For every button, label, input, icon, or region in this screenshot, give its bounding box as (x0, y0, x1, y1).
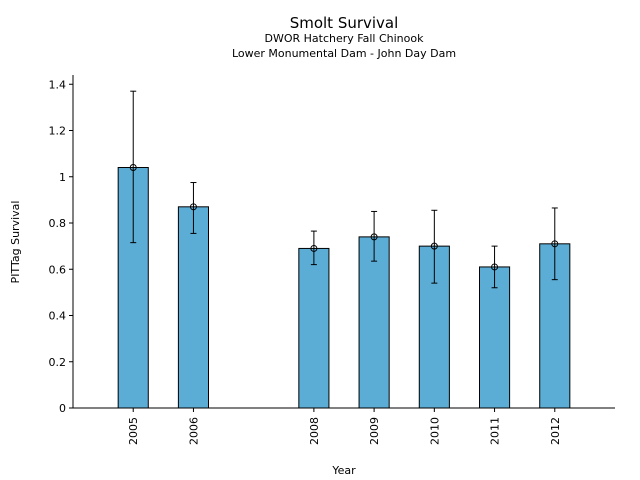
estimate-marker-2010 (430, 242, 438, 250)
chart-subtitle-line-1: DWOR Hatchery Fall Chinook (265, 32, 425, 45)
plot-area: 0 0.2 0.4 0.6 0.8 1 1.2 1.4 2005 2006 2008 2009 2010… (49, 75, 615, 445)
x-tick-label: 2005 (127, 417, 140, 445)
y-tick-label: 1.4 (49, 78, 67, 91)
estimate-marker-2009 (370, 233, 378, 241)
estimate-marker-2012 (551, 240, 559, 248)
y-tick-label: 0 (59, 402, 66, 415)
x-tick-label: 2010 (428, 417, 441, 445)
y-tick-label: 1 (59, 171, 66, 184)
x-tick-label: 2006 (187, 417, 200, 445)
y-axis-label: PITTag Survival (9, 201, 22, 284)
y-tick-label: 0.6 (49, 263, 67, 276)
estimate-marker-2008 (310, 244, 318, 252)
chart-title: Smolt Survival (290, 14, 399, 32)
estimate-marker-2006 (189, 203, 197, 211)
x-tick-label: 2011 (489, 417, 502, 445)
bar-2008 (298, 247, 330, 409)
bar-2006 (177, 206, 209, 409)
y-tick-label: 1.2 (49, 125, 67, 138)
bar-2011 (479, 266, 511, 409)
y-tick-label: 0.8 (49, 217, 67, 230)
chart-subtitle-line-2: Lower Monumental Dam - John Day Dam (232, 47, 456, 60)
x-axis-label: Year (331, 464, 356, 477)
y-tick-label: 0.2 (49, 356, 67, 369)
bar-2009 (358, 236, 390, 409)
estimate-marker-2005 (129, 164, 137, 171)
x-tick-label: 2012 (549, 417, 562, 445)
estimate-marker-2011 (491, 263, 499, 271)
x-tick-label: 2009 (368, 417, 381, 445)
x-tick-label: 2008 (308, 417, 321, 445)
y-tick-label: 0.4 (49, 310, 67, 323)
